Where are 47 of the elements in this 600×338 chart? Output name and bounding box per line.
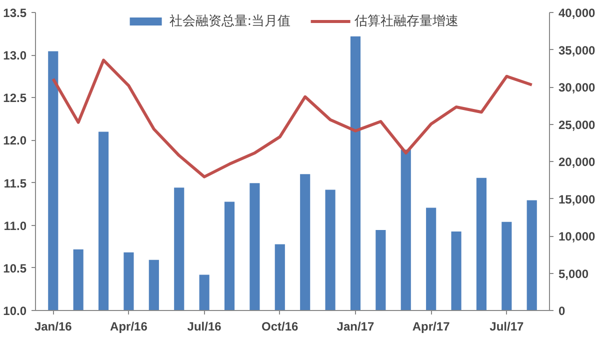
bar [325,190,336,310]
y2-tick-label: 25,000 [558,118,596,132]
y-tick-label: 11.5 [4,176,27,190]
bar [98,132,109,310]
bar [400,150,411,310]
y-tick-label: 11.0 [4,218,27,233]
bar [224,202,235,310]
bar [148,260,159,310]
x-tick-label: Jan/16 [34,320,72,334]
line-series [52,58,534,178]
legend-label: 社会融资总量:当月值 [169,13,291,30]
bar [274,244,285,310]
y2-tick-label: 30,000 [558,80,596,94]
y2-tick-label: 5,000 [558,266,589,281]
bar [376,230,386,310]
bar [174,188,184,310]
y2-tick-label: 0 [558,304,566,318]
y-tick-label: 10.0 [3,304,27,318]
legend-label: 估算社融存量增速 [354,13,459,30]
y2-tick-label: 35,000 [558,43,596,58]
bar [300,174,310,310]
y2-tick-label: 15,000 [558,192,596,206]
y-tick-label: 13.5 [3,6,27,20]
y2-tick-label: 40,000 [558,6,596,20]
bar [350,36,361,310]
bar [48,51,58,310]
y2-tick-label: 10,000 [558,230,596,244]
y-tick-label: 12.5 [3,91,27,106]
bar [250,183,260,310]
y-tick-label: 12.0 [3,134,27,148]
y-tick-label: 13.0 [3,48,27,63]
y-tick-label: 10.5 [3,261,27,276]
x-tick-label: Apr/16 [110,320,148,334]
bar [502,222,512,310]
x-tick-label: Jul/17 [490,320,524,334]
y2-tick-label: 20,000 [558,155,596,169]
bar [73,249,84,310]
bar [526,200,537,310]
x-tick-label: Jan/17 [336,320,374,334]
bar [426,208,436,310]
x-tick-label: Apr/17 [412,320,450,334]
x-tick-label: Oct/16 [262,320,299,334]
bar [124,252,134,310]
bar [451,232,462,310]
x-tick-label: Jul/16 [187,320,222,334]
bar [476,178,487,310]
bar [199,274,210,310]
